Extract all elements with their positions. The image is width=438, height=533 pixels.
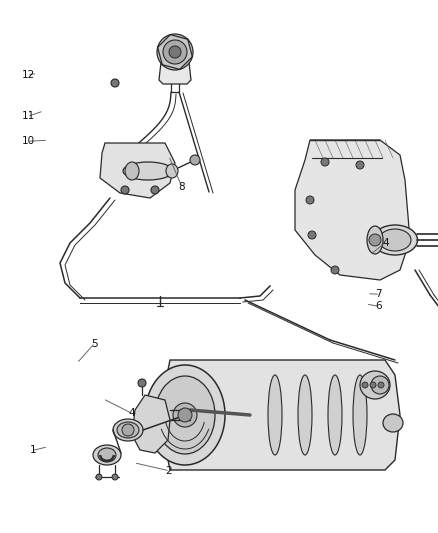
Polygon shape: [132, 395, 170, 453]
Circle shape: [362, 382, 368, 388]
Ellipse shape: [371, 376, 389, 394]
Text: 8: 8: [178, 182, 185, 191]
Circle shape: [356, 161, 364, 169]
Ellipse shape: [145, 365, 225, 465]
Ellipse shape: [113, 419, 143, 441]
Circle shape: [306, 196, 314, 204]
Circle shape: [112, 474, 118, 480]
Text: 11: 11: [22, 111, 35, 121]
Text: 4: 4: [128, 408, 135, 418]
Ellipse shape: [353, 375, 367, 455]
Polygon shape: [295, 140, 410, 280]
Text: 6: 6: [375, 302, 382, 311]
Circle shape: [369, 234, 381, 246]
Ellipse shape: [372, 225, 417, 255]
Text: 4: 4: [382, 238, 389, 247]
Circle shape: [173, 403, 197, 427]
Ellipse shape: [328, 375, 342, 455]
Text: 7: 7: [375, 289, 382, 299]
Text: 5: 5: [91, 339, 98, 349]
Text: 12: 12: [22, 70, 35, 79]
Polygon shape: [165, 360, 400, 470]
Circle shape: [163, 40, 187, 64]
Ellipse shape: [268, 375, 282, 455]
Polygon shape: [159, 62, 191, 84]
Text: 2: 2: [165, 466, 172, 475]
Ellipse shape: [123, 162, 173, 180]
Circle shape: [121, 186, 129, 194]
Circle shape: [151, 186, 159, 194]
Ellipse shape: [383, 414, 403, 432]
Circle shape: [370, 382, 376, 388]
Circle shape: [378, 382, 384, 388]
Circle shape: [138, 379, 146, 387]
Polygon shape: [100, 143, 175, 198]
Ellipse shape: [298, 375, 312, 455]
Ellipse shape: [367, 226, 383, 254]
Circle shape: [321, 158, 329, 166]
Circle shape: [308, 231, 316, 239]
Ellipse shape: [379, 229, 411, 251]
Circle shape: [111, 79, 119, 87]
Circle shape: [169, 46, 181, 58]
Circle shape: [122, 424, 134, 436]
Circle shape: [331, 266, 339, 274]
Ellipse shape: [93, 445, 121, 465]
Text: 1: 1: [29, 446, 36, 455]
Text: 10: 10: [22, 136, 35, 146]
Ellipse shape: [98, 448, 116, 462]
Ellipse shape: [125, 162, 139, 180]
Ellipse shape: [166, 164, 178, 178]
Circle shape: [96, 474, 102, 480]
Circle shape: [178, 408, 192, 422]
Ellipse shape: [360, 371, 390, 399]
Ellipse shape: [117, 422, 139, 438]
Circle shape: [157, 34, 193, 70]
Circle shape: [190, 155, 200, 165]
Ellipse shape: [155, 376, 215, 454]
